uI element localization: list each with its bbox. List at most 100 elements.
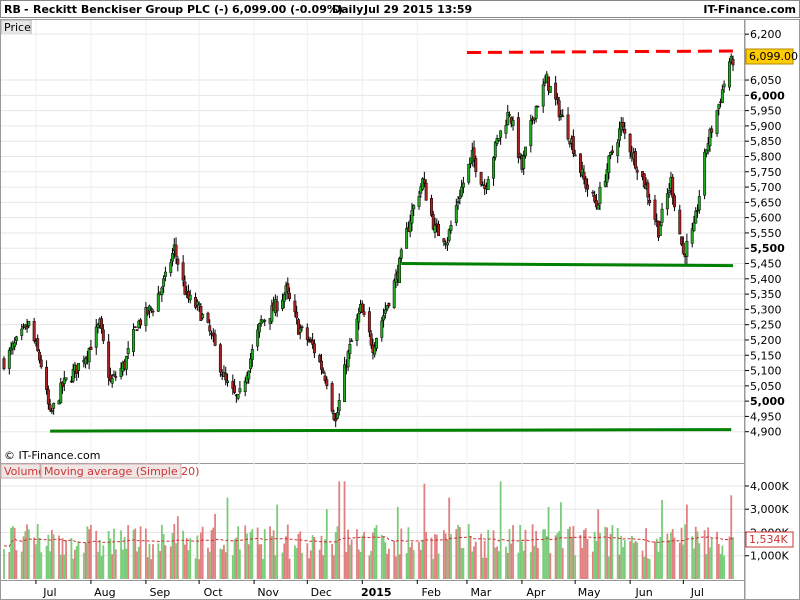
volume-bar bbox=[595, 541, 598, 579]
candle-body bbox=[717, 104, 721, 110]
candle-body bbox=[206, 312, 210, 323]
volume-bar bbox=[657, 551, 660, 579]
candle-body bbox=[318, 355, 322, 363]
volume-bar bbox=[606, 527, 608, 579]
candle-body bbox=[320, 360, 323, 370]
volume-bar bbox=[251, 529, 254, 579]
volume-bar bbox=[338, 481, 341, 579]
candle-body bbox=[586, 184, 590, 190]
volume-bar bbox=[49, 551, 52, 579]
volume-bar bbox=[219, 548, 222, 579]
volume-bar bbox=[38, 538, 41, 579]
header-period: Daily bbox=[332, 3, 363, 16]
price-tick-label: 5,200 bbox=[750, 334, 782, 347]
volume-bar bbox=[171, 533, 174, 579]
candle-body bbox=[336, 412, 339, 419]
volume-bar bbox=[15, 550, 18, 579]
volume-bar bbox=[210, 530, 213, 579]
candle-body bbox=[334, 418, 338, 422]
candle-body bbox=[114, 376, 118, 378]
candle-body bbox=[680, 236, 684, 245]
volume-bar bbox=[318, 549, 321, 579]
candle-body bbox=[561, 115, 565, 118]
volume-bar bbox=[387, 548, 390, 579]
candle-body bbox=[87, 348, 91, 363]
volume-bar bbox=[247, 544, 250, 579]
volume-bar bbox=[506, 552, 509, 579]
volume-bar bbox=[474, 541, 477, 579]
candle-body bbox=[208, 325, 212, 332]
volume-bar bbox=[396, 506, 399, 579]
candle-body bbox=[442, 238, 446, 243]
volume-bar bbox=[668, 540, 671, 579]
volume-bar bbox=[74, 549, 76, 579]
volume-bar bbox=[207, 547, 209, 579]
candle-body bbox=[323, 375, 327, 381]
candle-body bbox=[181, 262, 185, 281]
volume-bar bbox=[201, 526, 204, 579]
candle-body bbox=[257, 323, 261, 333]
volume-bar bbox=[97, 551, 99, 579]
candle-body bbox=[398, 257, 401, 283]
volume-bar bbox=[673, 537, 676, 579]
volume-bar bbox=[698, 543, 701, 579]
price-tick-label: 5,300 bbox=[750, 303, 782, 316]
candle-body bbox=[107, 341, 111, 378]
candle-body bbox=[594, 200, 598, 208]
price-tick-label: 4,900 bbox=[750, 426, 782, 439]
volume-bar bbox=[643, 556, 646, 579]
candle-body bbox=[607, 155, 611, 173]
volume-bar bbox=[270, 536, 273, 579]
support-line bbox=[50, 428, 732, 433]
price-tick-label: 5,150 bbox=[750, 349, 782, 362]
volume-bar bbox=[716, 531, 718, 579]
volume-bar bbox=[348, 544, 351, 579]
candlesticks bbox=[2, 53, 735, 428]
volume-bar bbox=[61, 538, 64, 579]
volume-bar bbox=[150, 559, 153, 579]
last-price-tag-label: 6,099.00 bbox=[749, 50, 798, 63]
volume-bar bbox=[558, 531, 561, 579]
price-tick-label: 5,900 bbox=[750, 120, 782, 133]
candle-body bbox=[25, 326, 29, 329]
candle-body bbox=[149, 307, 153, 310]
volume-bar bbox=[36, 524, 39, 579]
volume-pane-label: Volume bbox=[4, 465, 45, 478]
volume-bar bbox=[425, 531, 428, 579]
volume-bar bbox=[654, 541, 656, 579]
candle-body bbox=[14, 336, 18, 341]
ma-label-box bbox=[40, 463, 182, 479]
header-datetime: Jul 29 2015 13:59 bbox=[363, 3, 472, 16]
candle-body bbox=[348, 344, 352, 354]
candle-body bbox=[518, 153, 522, 157]
volume-bar bbox=[604, 526, 607, 579]
volume-bar bbox=[554, 535, 557, 579]
volume-bar bbox=[535, 530, 538, 579]
price-tick-label: 5,950 bbox=[750, 105, 782, 118]
price-tick-label: 6,200 bbox=[750, 28, 782, 41]
volume-bar bbox=[616, 527, 619, 579]
volume-bar bbox=[52, 534, 55, 579]
volume-bar bbox=[59, 554, 62, 579]
volume-bar bbox=[113, 528, 115, 579]
volume-bar bbox=[512, 525, 514, 579]
candle-body bbox=[298, 328, 302, 333]
volume-bar bbox=[646, 557, 649, 579]
price-tick-label: 5,000 bbox=[750, 395, 785, 408]
volume-bar bbox=[568, 526, 571, 579]
candle-body bbox=[559, 114, 563, 117]
price-pane-label: Price bbox=[4, 21, 31, 34]
candle-body bbox=[504, 125, 508, 134]
candle-body bbox=[263, 320, 267, 322]
volume-bar bbox=[497, 551, 500, 579]
volume-bar bbox=[419, 549, 422, 579]
volume-bar bbox=[164, 545, 167, 579]
volume-bar bbox=[375, 525, 378, 579]
volume-bar bbox=[444, 533, 447, 579]
volume-bar bbox=[421, 539, 424, 579]
candle-body bbox=[139, 319, 143, 326]
candle-body bbox=[218, 344, 222, 373]
candle-body bbox=[362, 311, 366, 315]
volume-bar bbox=[286, 524, 289, 579]
volume-bar bbox=[572, 525, 575, 579]
